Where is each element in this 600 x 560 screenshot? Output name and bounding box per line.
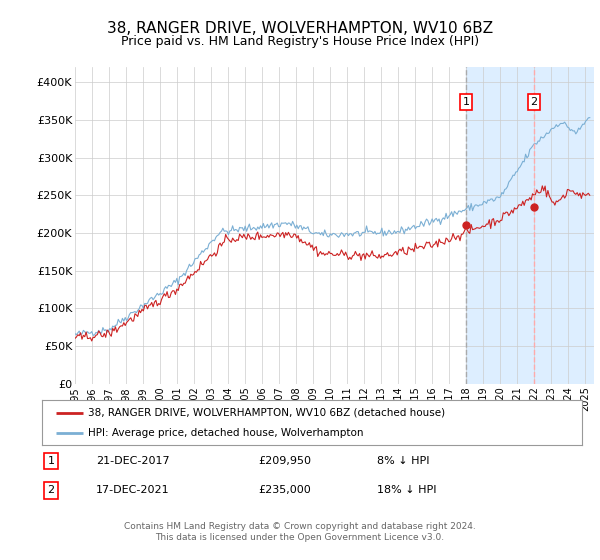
Text: 1: 1 (47, 456, 55, 466)
Text: 17-DEC-2021: 17-DEC-2021 (96, 486, 170, 496)
Text: 38, RANGER DRIVE, WOLVERHAMPTON, WV10 6BZ: 38, RANGER DRIVE, WOLVERHAMPTON, WV10 6B… (107, 21, 493, 36)
Text: Price paid vs. HM Land Registry's House Price Index (HPI): Price paid vs. HM Land Registry's House … (121, 35, 479, 48)
Text: 1: 1 (463, 97, 469, 107)
Text: £209,950: £209,950 (258, 456, 311, 466)
Text: 18% ↓ HPI: 18% ↓ HPI (377, 486, 436, 496)
Text: £235,000: £235,000 (258, 486, 311, 496)
Text: 2: 2 (530, 97, 538, 107)
Text: 8% ↓ HPI: 8% ↓ HPI (377, 456, 430, 466)
Text: 38, RANGER DRIVE, WOLVERHAMPTON, WV10 6BZ (detached house): 38, RANGER DRIVE, WOLVERHAMPTON, WV10 6B… (88, 408, 445, 418)
Text: This data is licensed under the Open Government Licence v3.0.: This data is licensed under the Open Gov… (155, 533, 445, 542)
Text: 21-DEC-2017: 21-DEC-2017 (96, 456, 170, 466)
Text: Contains HM Land Registry data © Crown copyright and database right 2024.: Contains HM Land Registry data © Crown c… (124, 522, 476, 531)
Bar (466, 67, 594, 384)
Text: HPI: Average price, detached house, Wolverhampton: HPI: Average price, detached house, Wolv… (88, 428, 364, 438)
Text: 2: 2 (47, 486, 55, 496)
